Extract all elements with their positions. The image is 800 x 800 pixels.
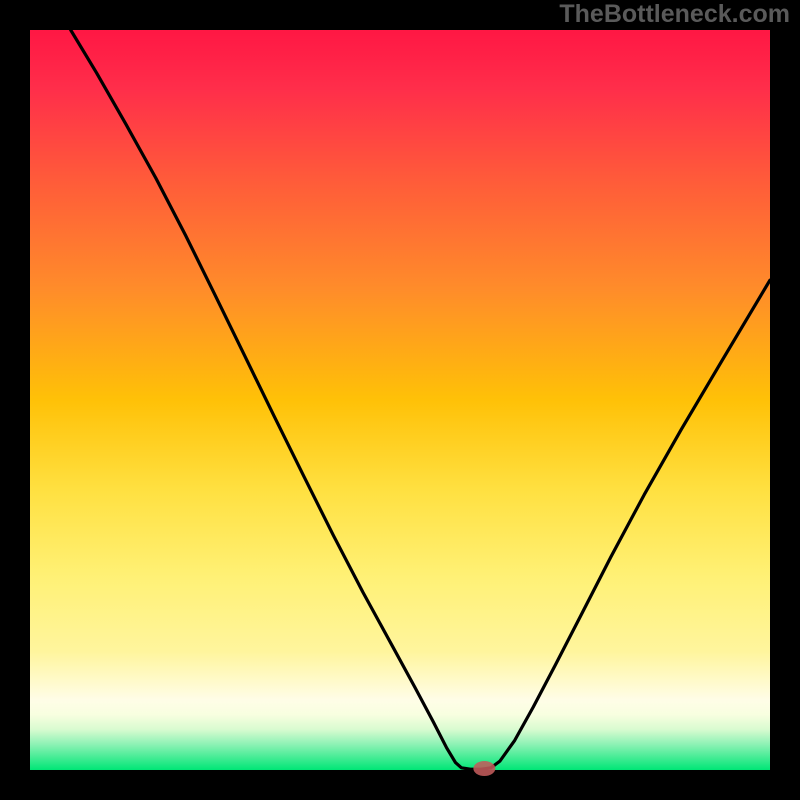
bottleneck-chart — [0, 0, 800, 800]
chart-container: TheBottleneck.com — [0, 0, 800, 800]
optimal-point-marker — [473, 761, 495, 776]
